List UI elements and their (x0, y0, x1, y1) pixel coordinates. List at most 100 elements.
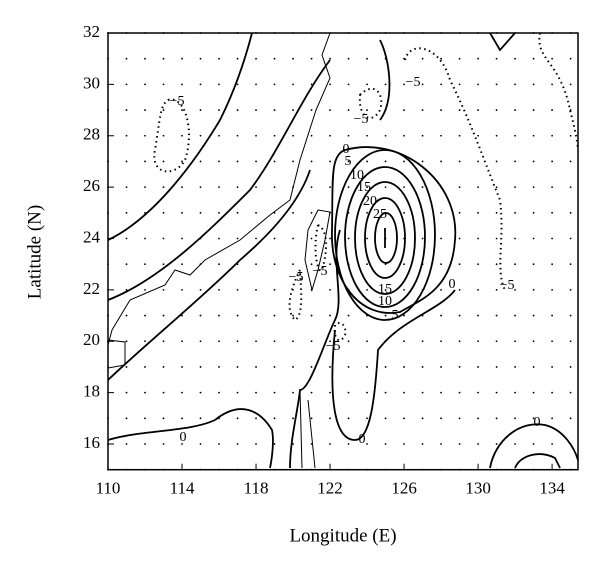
grid-dot (440, 340, 442, 343)
grid-dot (125, 160, 128, 163)
grid-dot (310, 314, 313, 317)
grid-dot (236, 83, 239, 86)
x-tick-label: 134 (539, 479, 565, 498)
grid-dot (477, 443, 479, 445)
grid-dot (144, 83, 146, 86)
grid-dot (218, 237, 220, 240)
grid-dot (551, 263, 553, 266)
contour-label: 20 (363, 194, 377, 209)
grid-dot (273, 443, 276, 445)
grid-dot (218, 160, 220, 163)
grid-dot (458, 340, 461, 343)
grid-dot (125, 443, 128, 445)
grid-dot (236, 211, 239, 214)
grid-dot (458, 237, 461, 240)
grid-dot (532, 263, 535, 266)
grid-dot (218, 83, 220, 86)
grid-dot (329, 83, 331, 86)
grid-dot (458, 109, 461, 111)
grid-dot (384, 288, 387, 291)
grid-dot (218, 186, 220, 189)
grid-dot (403, 211, 405, 214)
grid-dot (514, 211, 516, 214)
grid-dot (125, 134, 128, 137)
grid-dot (236, 340, 239, 343)
grid-dot (181, 391, 183, 394)
y-tick-label: 20 (83, 330, 100, 349)
grid-dot (292, 109, 294, 111)
grid-dot (162, 237, 165, 240)
grid-dot (255, 134, 257, 137)
grid-dot (569, 417, 572, 420)
grid-dot (181, 134, 183, 137)
grid-dot (440, 237, 442, 240)
grid-dot (255, 160, 257, 163)
grid-dot (458, 134, 461, 137)
x-tick-label: 130 (465, 479, 491, 498)
grid-dot (181, 417, 183, 420)
grid-dot (421, 160, 424, 163)
grid-dot (347, 443, 350, 445)
y-tick-label: 18 (83, 382, 100, 401)
grid-dot (162, 134, 165, 137)
grid-dot (366, 417, 368, 420)
grid-dot (255, 109, 257, 111)
grid-dot (144, 109, 146, 111)
grid-dot (403, 340, 405, 343)
grid-dot (236, 366, 239, 368)
y-tick-label: 26 (83, 176, 100, 195)
grid-dot (347, 134, 350, 137)
grid-dot (495, 263, 498, 266)
grid-dot (199, 314, 202, 317)
grid-dot (347, 160, 350, 163)
grid-dot (162, 391, 165, 394)
grid-dot (495, 417, 498, 420)
grid-dot (366, 263, 368, 266)
grid-dot (236, 417, 239, 420)
grid-dot (255, 57, 257, 60)
grid-dot (310, 417, 313, 420)
grid-dot (495, 443, 498, 445)
grid-dot (495, 57, 498, 60)
grid-dot (440, 391, 442, 394)
grid-dot (477, 211, 479, 214)
grid-dot (551, 314, 553, 317)
grid-dot (421, 366, 424, 368)
grid-dot (125, 417, 128, 420)
grid-dot (310, 263, 313, 266)
grid-dot (403, 83, 405, 86)
grid-dot (403, 443, 405, 445)
grid-dot (366, 237, 368, 240)
grid-dot (514, 134, 516, 137)
grid-dot (421, 391, 424, 394)
grid-dot (532, 366, 535, 368)
grid-dot (421, 57, 424, 60)
grid-dot (477, 237, 479, 240)
contour-label: 10 (378, 294, 392, 309)
x-tick-label: 118 (244, 479, 269, 498)
grid-dot (199, 134, 202, 137)
grid-dot (273, 186, 276, 189)
grid-dot (366, 340, 368, 343)
grid-dot (569, 57, 572, 60)
grid-dot (329, 263, 331, 266)
grid-dot (199, 288, 202, 291)
grid-dot (366, 211, 368, 214)
grid-dot (421, 340, 424, 343)
grid-dot (199, 83, 202, 86)
grid-dot (162, 314, 165, 317)
grid-dot (329, 109, 331, 111)
grid-dot (347, 366, 350, 368)
grid-dot (255, 443, 257, 445)
grid-dot (440, 160, 442, 163)
grid-dot (236, 443, 239, 445)
grid-dot (162, 186, 165, 189)
grid-dot (403, 314, 405, 317)
grid-dot (421, 443, 424, 445)
grid-dot (495, 288, 498, 291)
grid-dot (273, 109, 276, 111)
grid-dot (329, 314, 331, 317)
grid-dot (514, 160, 516, 163)
grid-dot (255, 340, 257, 343)
grid-dot (551, 417, 553, 420)
